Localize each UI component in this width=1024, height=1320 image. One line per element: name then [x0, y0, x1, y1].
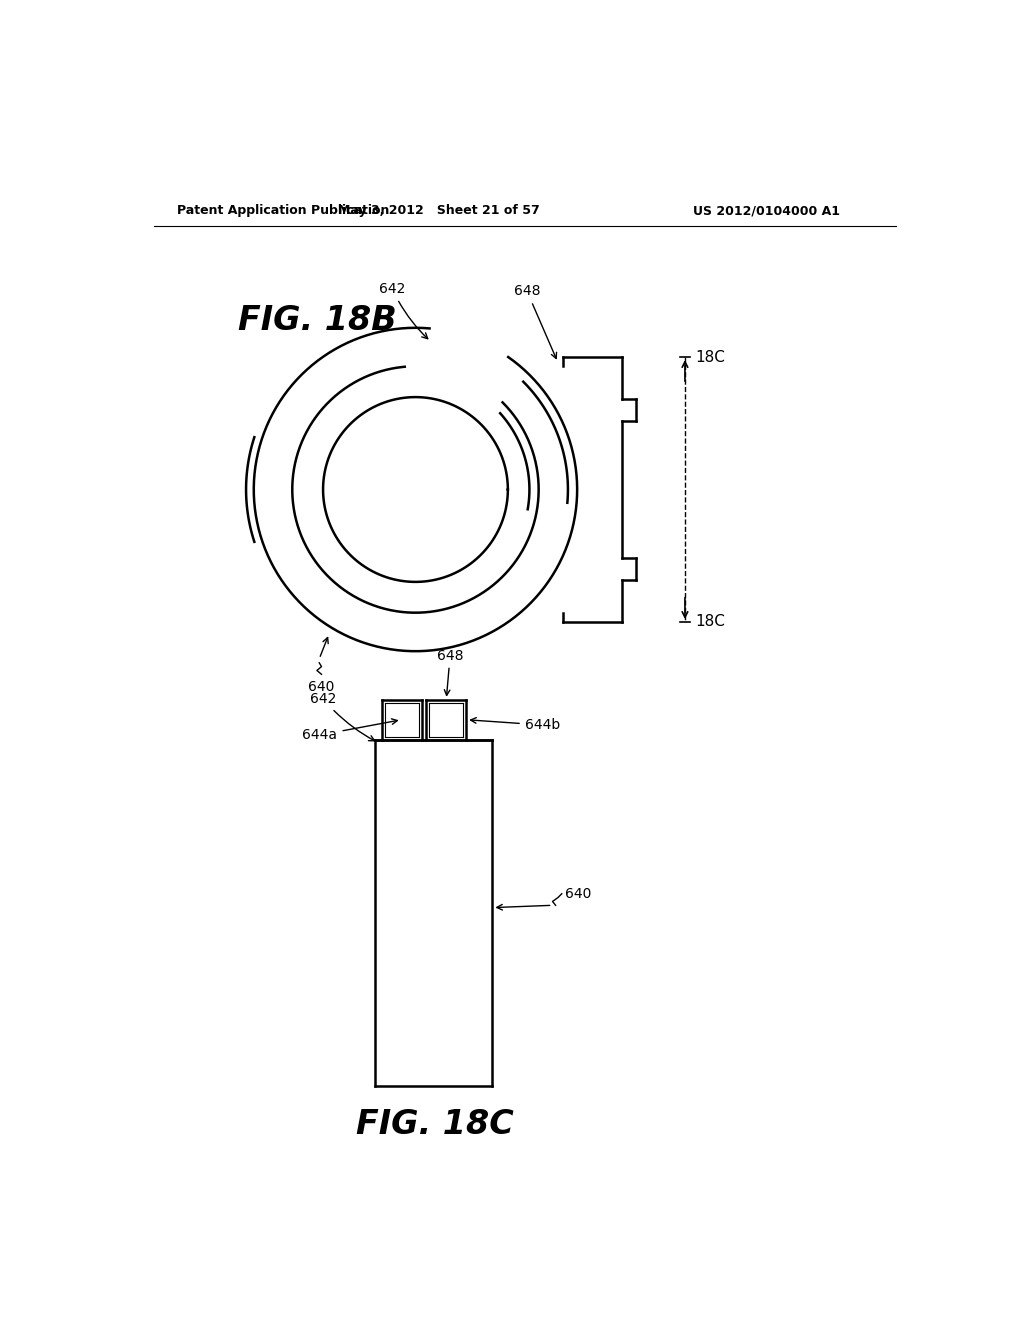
Text: 644b: 644b: [471, 718, 560, 733]
Text: May 3, 2012   Sheet 21 of 57: May 3, 2012 Sheet 21 of 57: [338, 205, 540, 218]
Text: 18C: 18C: [695, 350, 726, 364]
Text: FIG. 18C: FIG. 18C: [355, 1109, 514, 1142]
Text: 18C: 18C: [695, 614, 726, 630]
Text: Patent Application Publication: Patent Application Publication: [177, 205, 389, 218]
Text: 644a: 644a: [302, 719, 397, 742]
Text: 640: 640: [565, 887, 591, 900]
Text: 642: 642: [310, 692, 375, 741]
Text: 640: 640: [308, 681, 335, 694]
Text: US 2012/0104000 A1: US 2012/0104000 A1: [692, 205, 840, 218]
Text: FIG. 18B: FIG. 18B: [239, 304, 397, 337]
Text: 648: 648: [437, 648, 463, 696]
Text: 642: 642: [379, 282, 428, 339]
Text: 648: 648: [514, 285, 556, 359]
